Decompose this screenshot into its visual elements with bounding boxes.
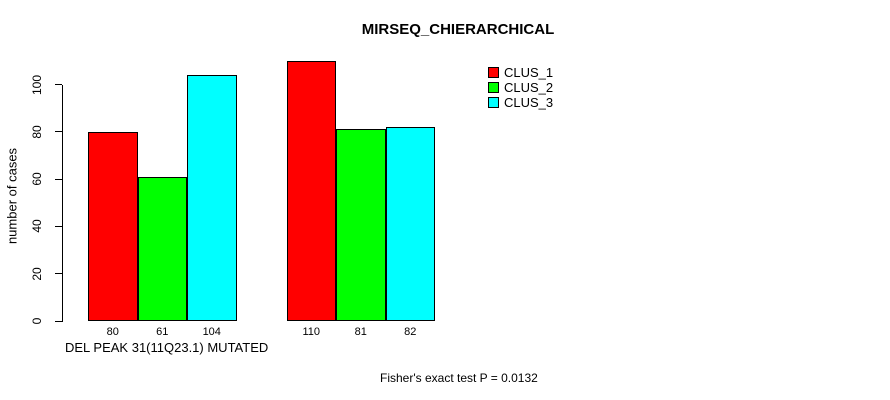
- bar-value-label: 80: [106, 326, 119, 338]
- bar-value-label: 110: [302, 326, 321, 338]
- y-tick-label: 0: [30, 317, 44, 325]
- y-tick: [55, 178, 62, 180]
- legend-swatch-icon: [488, 66, 499, 78]
- legend-item-label: CLUS_3: [504, 94, 554, 110]
- pvalue-footnote: Fisher's exact test P = 0.0132: [380, 371, 538, 385]
- bar-clus_2-group2: [336, 129, 386, 321]
- y-tick-label: 80: [30, 125, 44, 139]
- x-axis-label: DEL PEAK 31(11Q23.1) MUTATED: [65, 340, 269, 355]
- y-tick-label: 100: [30, 74, 44, 95]
- y-tick: [55, 131, 62, 133]
- y-tick-label: 40: [30, 219, 44, 234]
- legend-swatch-icon: [488, 96, 499, 108]
- y-tick: [55, 273, 62, 275]
- bar-value-label: 82: [404, 326, 417, 338]
- bar-clus_3-group2: [385, 127, 435, 321]
- legend-swatch-icon: [488, 81, 499, 93]
- bar-clus_3-group1: [187, 75, 237, 321]
- bar-value-label: 61: [156, 326, 169, 338]
- y-tick-label: 20: [30, 267, 44, 281]
- bar-value-label: 104: [202, 326, 221, 338]
- bar-clus_1-group2: [286, 60, 336, 321]
- bar-clus_2-group1: [137, 176, 187, 321]
- y-tick-label: 60: [30, 172, 44, 186]
- bar-value-label: 81: [354, 326, 367, 338]
- y-tick: [55, 225, 62, 227]
- legend-item-label: CLUS_2: [504, 79, 554, 95]
- legend-item-clus_1: CLUS_1: [488, 64, 554, 80]
- chart-title: MIRSEQ_CHIERARCHICAL: [361, 21, 555, 38]
- legend-item-clus_2: CLUS_2: [488, 79, 554, 95]
- y-axis-line: [62, 84, 63, 322]
- y-tick: [55, 320, 62, 322]
- y-tick: [55, 84, 62, 85]
- legend-item-clus_3: CLUS_3: [488, 94, 554, 110]
- legend-item-label: CLUS_1: [504, 64, 554, 80]
- bar-clus_1-group1: [88, 131, 138, 321]
